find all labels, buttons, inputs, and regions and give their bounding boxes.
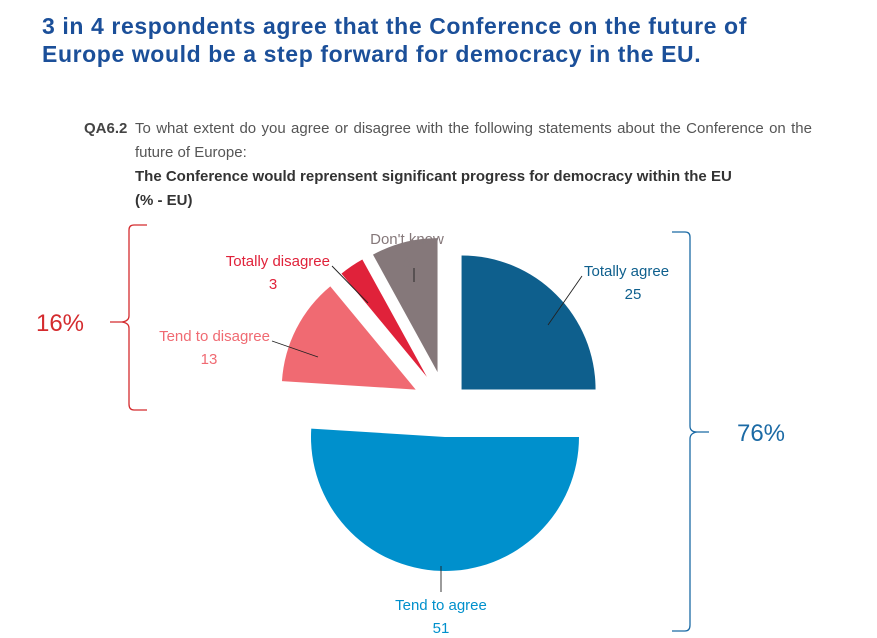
slice-label-tend-to-disagree: Tend to disagree: [159, 328, 270, 345]
leader-line-tend-to-disagree: [271, 340, 319, 358]
question-unit: (% - EU): [135, 192, 193, 209]
question-block: QA6.2 To what extent do you agree or dis…: [84, 117, 812, 213]
pie-slices: [281, 238, 596, 571]
slice-value-tend-to-disagree: 13: [201, 351, 218, 368]
leader-line-totally-agree: [547, 275, 583, 326]
question-body: To what extent do you agree or disagree …: [135, 117, 812, 213]
leader-line-totally-disagree: [331, 265, 369, 304]
question-code: QA6.2: [84, 120, 128, 137]
headline-line-2: Europe would be a step forward for democ…: [42, 41, 702, 67]
slice-label-totally-disagree: Totally disagree: [226, 253, 330, 270]
slice-value-dont-know: 8: [403, 254, 411, 271]
slice-label-dont-know: Don't know: [370, 231, 444, 248]
label-leaders: [271, 265, 583, 592]
pie-slice-tend-to-agree: [310, 428, 579, 571]
question-text: To what extent do you agree or disagree …: [135, 120, 812, 161]
pie-slice-tend-to-disagree: [281, 286, 416, 390]
agree-total-label: 76%: [737, 420, 785, 447]
pie-slice-totally-disagree: [341, 259, 427, 377]
slice-label-totally-agree: Totally agree: [584, 263, 669, 280]
question-statement: The Conference would reprensent signific…: [135, 168, 732, 185]
agree-bracket: [672, 231, 709, 632]
headline-line-1: 3 in 4 respondents agree that the Confer…: [42, 13, 747, 39]
pie-slice-totally-agree: [461, 255, 596, 390]
pie-slice-dont-know: [372, 238, 438, 373]
slice-value-tend-to-agree: 51: [433, 620, 450, 637]
disagree-bracket: [110, 224, 147, 411]
headline: 3 in 4 respondents agree that the Confer…: [42, 12, 852, 68]
slice-label-tend-to-agree: Tend to agree: [395, 597, 487, 614]
slice-value-totally-agree: 25: [625, 286, 642, 303]
slice-value-totally-disagree: 3: [269, 276, 277, 293]
disagree-total-label: 16%: [36, 310, 84, 337]
